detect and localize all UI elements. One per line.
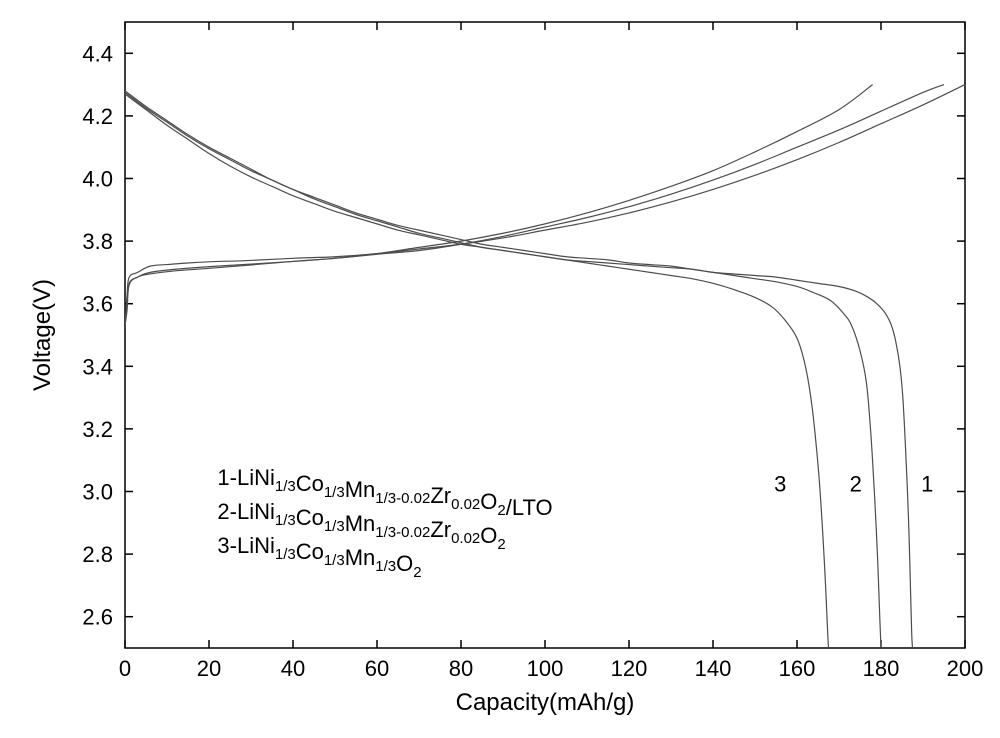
x-tick-label: 180 [863,656,900,681]
x-tick-label: 120 [611,656,648,681]
chart-container: 0 20 40 60 80 100 120 140 160 180 200 2.6 2.8 3.0 3.2 3… [0,0,1000,738]
y-tick-label: 4.4 [82,41,113,66]
y-tick-label: 2.8 [82,542,113,567]
series-2_charge [125,85,944,326]
series-3_charge [125,85,873,326]
y-axis-label: Voltage(V) [29,279,56,391]
x-axis-label: Capacity(mAh/g) [456,689,635,716]
series-1_discharge [125,94,913,648]
series-2_discharge [125,92,881,648]
series-1_charge [125,85,965,326]
y-tick-label: 4.0 [82,167,113,192]
series-3_discharge [125,91,829,648]
x-tick-label: 20 [197,656,221,681]
x-tick-label: 80 [449,656,473,681]
curve-label: 2 [850,472,862,497]
y-tick-label: 3.4 [82,354,113,379]
x-tick-label: 200 [947,656,984,681]
curve-label: 3 [774,472,786,497]
x-tick-label: 100 [527,656,564,681]
x-tick-label: 140 [695,656,732,681]
y-tick-label: 3.6 [82,292,113,317]
x-tick-label: 0 [119,656,131,681]
y-tick-label: 2.6 [82,605,113,630]
voltage-capacity-chart: 0 20 40 60 80 100 120 140 160 180 200 2.6 2.8 3.0 3.2 3… [0,0,1000,738]
y-tick-label: 3.0 [82,480,113,505]
y-tick-label: 4.2 [82,104,113,129]
x-tick-label: 60 [365,656,389,681]
y-tick-label: 3.2 [82,417,113,442]
y-tick-label: 3.8 [82,229,113,254]
x-tick-label: 160 [779,656,816,681]
curve-label: 1 [921,472,933,497]
x-tick-label: 40 [281,656,305,681]
